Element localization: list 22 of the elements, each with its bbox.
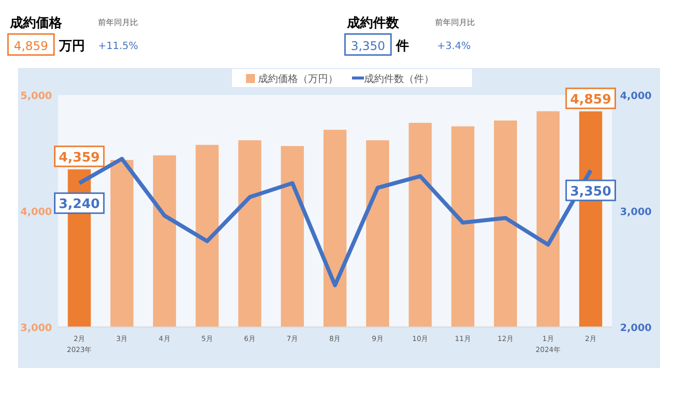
text: 成約件数 [346,16,400,31]
legend-label: 成約件数（件） [364,73,434,85]
text: 件 [395,39,409,54]
text: 3,350 [350,39,386,53]
text: 成約価格 [9,16,63,31]
data-label: 3,350 [570,184,612,200]
y-tick-label: 4,000 [20,207,52,218]
data-label: 4,859 [570,92,612,108]
text: 前年同月比 [435,18,475,27]
y-tick-label: 5,000 [20,91,52,102]
text: 万円 [58,39,85,54]
text: 4,859 [14,39,48,53]
y2-tick-label: 4,000 [620,91,652,102]
y2-tick-label: 2,000 [620,323,652,334]
data-label: 3,240 [58,197,100,212]
data-label: 4,359 [58,150,100,166]
legend-label: 成約価格（万円） [258,73,338,85]
y-tick-label: 3,000 [20,323,52,334]
text: +11.5% [98,41,138,52]
text: +3.4% [437,41,471,52]
text: 前年同月比 [98,18,138,27]
y2-tick-label: 3,000 [620,207,652,218]
